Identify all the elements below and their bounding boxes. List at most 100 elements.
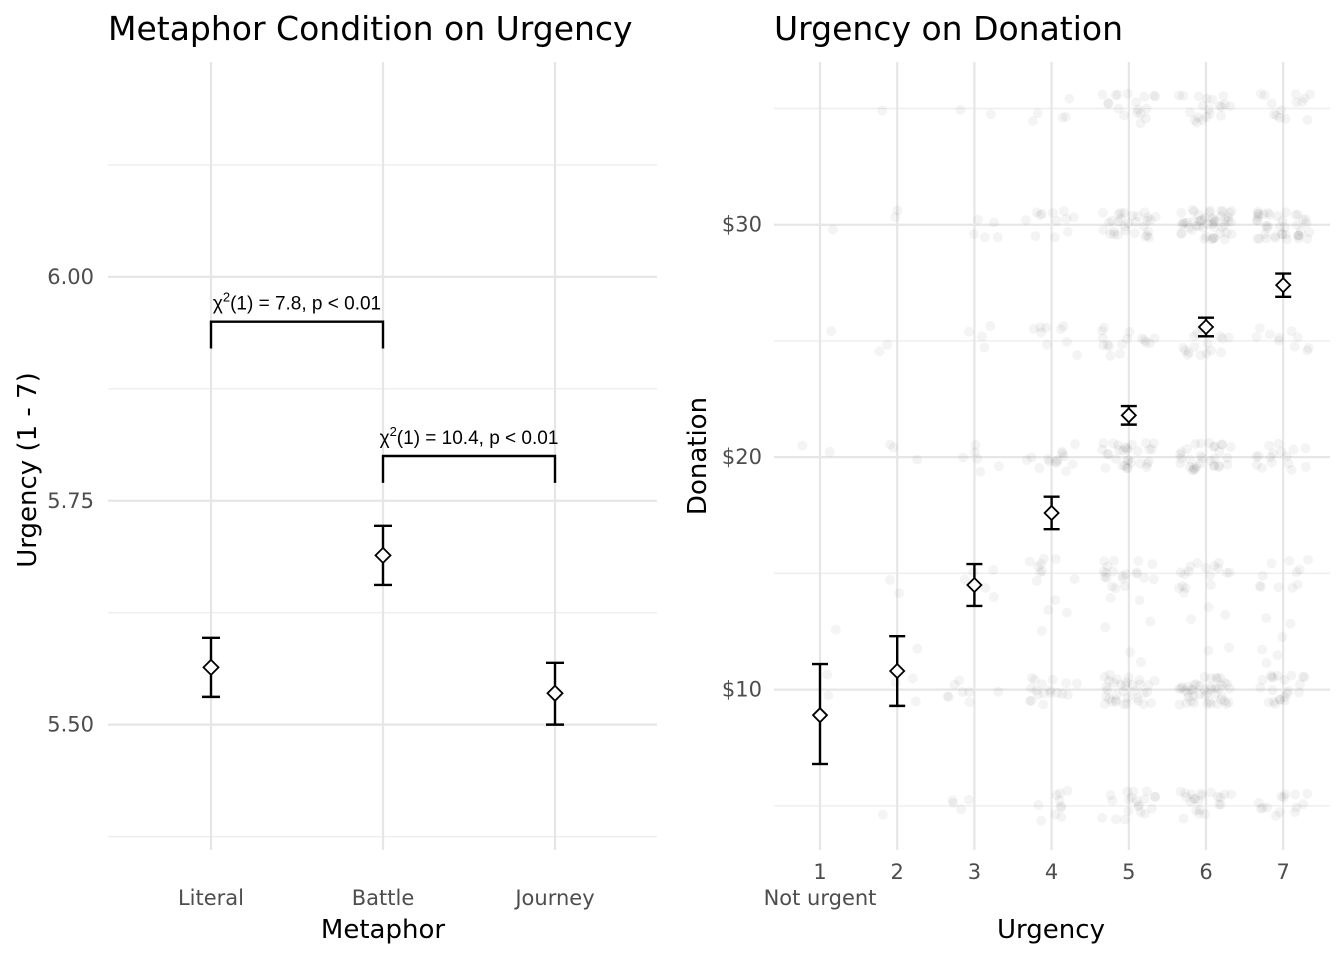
right-raw-point [827,224,838,235]
right-raw-point [988,564,999,575]
right-raw-point [1202,93,1213,104]
right-raw-point [1265,452,1276,463]
right-raw-point [1287,582,1298,593]
right-raw-point [1119,461,1130,472]
right-raw-point [1283,686,1294,697]
right-raw-point [1036,625,1047,636]
right-raw-point [1106,215,1117,226]
right-raw-point [1149,791,1160,802]
left-mean-point [546,684,564,703]
right-raw-point [1174,683,1185,694]
right-raw-point [1134,674,1145,685]
right-raw-point [1252,215,1263,226]
right-raw-point [882,339,893,350]
right-raw-point [1139,794,1150,805]
right-raw-point [1143,226,1154,237]
right-raw-point [1293,230,1304,241]
right-raw-point [1212,673,1223,684]
right-raw-point [1292,579,1303,590]
right-mean-point [888,662,906,680]
right-raw-point [1200,690,1211,701]
right-raw-point [1204,437,1215,448]
right-raw-point [1102,449,1113,460]
left-x-tick-label: Battle [352,886,415,910]
right-raw-point [1057,448,1068,459]
right-raw-point [1297,96,1308,107]
right-raw-point [1280,789,1291,800]
right-raw-point [1175,567,1186,578]
right-raw-point [1098,225,1109,236]
right-raw-point [1293,233,1304,244]
right-raw-point [797,440,808,451]
right-raw-point [1206,345,1217,356]
right-raw-point [1174,583,1185,594]
right-raw-point [969,229,980,240]
right-raw-point [993,461,1004,472]
right-raw-point [1268,672,1279,683]
right-raw-point [1119,110,1130,121]
right-x-tick-label: 2 [891,860,904,884]
right-raw-point [1293,230,1304,241]
right-raw-point [1199,234,1210,245]
right-raw-point [1037,566,1048,577]
right-raw-point [1178,587,1189,598]
right-raw-point [890,677,901,688]
right-raw-point [1142,458,1153,469]
right-raw-point [1257,802,1268,813]
right-raw-point [1273,582,1284,593]
right-raw-point [1175,458,1186,469]
right-raw-point [1252,215,1263,226]
right-raw-point [1146,698,1157,709]
right-raw-point [1123,672,1134,683]
right-raw-point [1131,97,1142,108]
right-raw-point [1220,609,1231,620]
right-raw-point [912,454,923,465]
right-raw-point [1261,233,1272,244]
left-mean-point [202,658,220,677]
right-raw-point [1099,698,1110,709]
right-raw-point [1274,694,1285,705]
right-raw-point [1195,458,1206,469]
right-raw-point [1195,450,1206,461]
right-raw-point [1226,229,1237,240]
right-raw-point [1280,113,1291,124]
right-raw-point [830,624,841,635]
right-raw-point [1272,211,1283,222]
right-raw-point [1100,462,1111,473]
right-raw-point [1141,215,1152,226]
right-raw-point [1177,682,1188,693]
right-raw-point [1207,218,1218,229]
right-raw-point [1210,688,1221,699]
right-raw-point [1122,455,1133,466]
right-raw-point [1210,683,1221,694]
right-raw-point [1276,105,1287,116]
right-raw-point [1213,563,1224,574]
right-raw-point [1047,208,1058,219]
right-raw-point [1116,679,1127,690]
right-raw-point [975,466,986,477]
right-raw-point [1100,622,1111,633]
right-raw-point [1125,647,1136,658]
right-raw-point [1058,451,1069,462]
right-raw-point [1258,209,1269,220]
right-raw-point [1021,455,1032,466]
right-raw-point [1115,207,1126,218]
right-raw-point [1208,214,1219,225]
right-raw-point [1201,348,1212,359]
right-raw-point [1119,221,1130,232]
right-raw-point [1186,614,1197,625]
right-raw-point [1193,91,1204,102]
right-raw-point [1272,650,1283,661]
right-raw-point [1181,698,1192,709]
right-x-tick-label: 5 [1122,860,1135,884]
right-raw-point [894,588,905,599]
right-raw-point [1045,687,1056,698]
right-raw-point [1213,683,1224,694]
right-raw-point [1139,808,1150,819]
right-raw-point [1142,687,1153,698]
right-raw-point [1059,206,1070,217]
right-raw-point [1105,350,1116,361]
right-raw-point [954,675,965,686]
right-raw-point [1224,567,1235,578]
right-raw-point [1222,459,1233,470]
